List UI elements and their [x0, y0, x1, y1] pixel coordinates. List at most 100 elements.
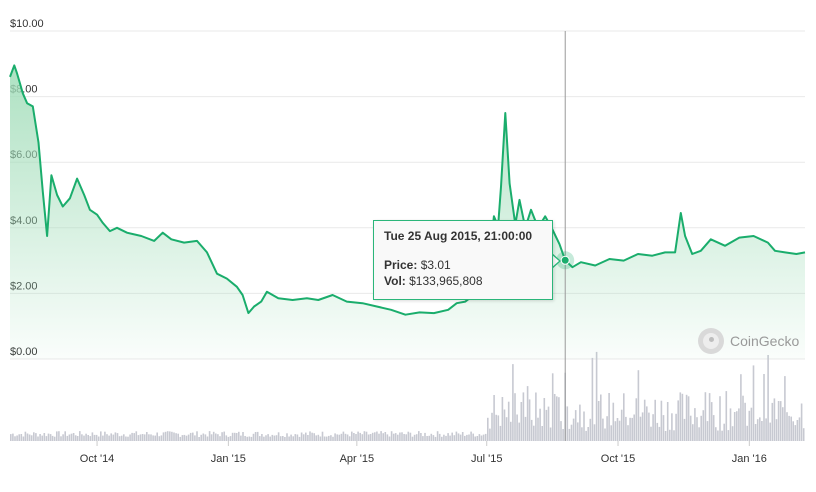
volume-bar — [79, 431, 81, 441]
volume-bar — [493, 395, 495, 441]
volume-bar — [530, 419, 533, 441]
volume-bar — [754, 424, 757, 441]
volume-bar — [625, 416, 627, 441]
volume-bar — [528, 399, 531, 441]
volume-bar — [779, 401, 782, 441]
volume-bar — [428, 435, 430, 441]
volume-bar — [418, 431, 420, 441]
price-line[interactable] — [9, 64, 806, 316]
volume-bar — [177, 433, 179, 441]
volume-bar — [666, 402, 669, 441]
volume-bar — [748, 410, 751, 441]
volume-bar — [30, 435, 33, 441]
volume-bar — [374, 432, 376, 441]
volume-bar — [43, 433, 46, 441]
volume-bar — [210, 434, 213, 441]
chart-tooltip: Tue 25 Aug 2015, 21:00:00 Price: $3.01 V… — [373, 220, 553, 300]
volume-bar — [631, 417, 633, 441]
volume-bar — [399, 432, 401, 441]
volume-bar — [323, 436, 326, 441]
volume-bar — [453, 435, 456, 441]
volume-bar — [106, 434, 108, 441]
tooltip-vol-row: Vol: $133,965,808 — [384, 273, 542, 289]
volume-bar — [351, 431, 353, 441]
volume-bar — [685, 394, 688, 441]
volume-bar — [608, 393, 610, 441]
volume-bar — [798, 417, 801, 441]
tooltip-title: Tue 25 Aug 2015, 21:00:00 — [384, 229, 533, 243]
volume-bar — [664, 431, 667, 441]
volume-bar — [240, 435, 242, 441]
volume-bar — [612, 402, 615, 441]
volume-bar — [183, 434, 186, 441]
volume-bar — [49, 434, 52, 441]
volume-bar — [53, 436, 56, 441]
volume-bar — [47, 433, 50, 441]
volume-bar — [267, 434, 269, 441]
volume-bar — [64, 431, 66, 441]
volume-bar — [750, 407, 753, 441]
volume-bar — [759, 417, 761, 441]
volume-bar — [85, 433, 87, 441]
volume-bar — [637, 370, 640, 441]
volume-bar — [307, 435, 309, 441]
volume-bar — [363, 431, 366, 441]
volume-bar — [658, 426, 661, 441]
volume-bar — [392, 433, 395, 441]
volume-bar — [669, 429, 671, 441]
volume-bar — [752, 365, 755, 441]
volume-bar — [535, 392, 537, 441]
volume-bar — [279, 436, 282, 441]
volume-bar — [627, 425, 629, 441]
tooltip-vol-value: $133,965,808 — [409, 274, 483, 288]
volume-bar — [328, 435, 330, 441]
volume-bar — [577, 422, 579, 441]
volume-bar — [332, 436, 334, 441]
volume-bar — [200, 434, 202, 441]
volume-bar — [449, 435, 451, 441]
volume-bar — [777, 401, 780, 441]
volume-bar — [365, 431, 368, 441]
volume-bar — [348, 436, 351, 441]
x-tick-label: Jul '15 — [471, 453, 502, 465]
volume-bar — [539, 408, 541, 441]
volume-bar — [265, 435, 267, 441]
volume-bar — [282, 436, 284, 441]
volume-bar — [196, 431, 198, 441]
volume-bar — [731, 426, 734, 441]
volume-bar — [505, 417, 508, 441]
volume-bar — [229, 436, 232, 441]
volume-bar — [371, 432, 374, 441]
volume-bar — [648, 412, 650, 441]
volume-bar — [501, 397, 504, 441]
volume-bar — [386, 434, 389, 441]
volume-bar — [112, 434, 115, 441]
volume-bar — [288, 436, 290, 441]
volume-bar — [76, 436, 79, 441]
volume-bar — [438, 433, 441, 441]
volume-bar — [756, 419, 759, 441]
volume-bar — [549, 427, 552, 441]
volume-bar — [800, 403, 803, 441]
volume-bar — [39, 434, 41, 441]
volume-bar — [476, 436, 479, 441]
volume-bar — [560, 421, 562, 441]
volume-bar — [767, 355, 769, 441]
volume-bar — [116, 433, 119, 441]
tooltip-vol-label: Vol: — [384, 274, 406, 288]
volume-bar — [359, 432, 361, 441]
volume-bar — [761, 421, 763, 441]
volume-bar — [252, 433, 255, 441]
volume-bar — [384, 432, 387, 441]
volume-bar — [660, 400, 663, 441]
volume-bar — [556, 396, 558, 441]
volume-bar — [654, 399, 656, 441]
volume-bar — [547, 406, 550, 441]
volume-bar — [160, 435, 163, 441]
volume-bar — [33, 432, 35, 441]
volume-bar — [74, 435, 77, 441]
volume-bar — [497, 415, 500, 441]
volume-bar — [696, 417, 698, 441]
volume-bar — [28, 434, 31, 441]
